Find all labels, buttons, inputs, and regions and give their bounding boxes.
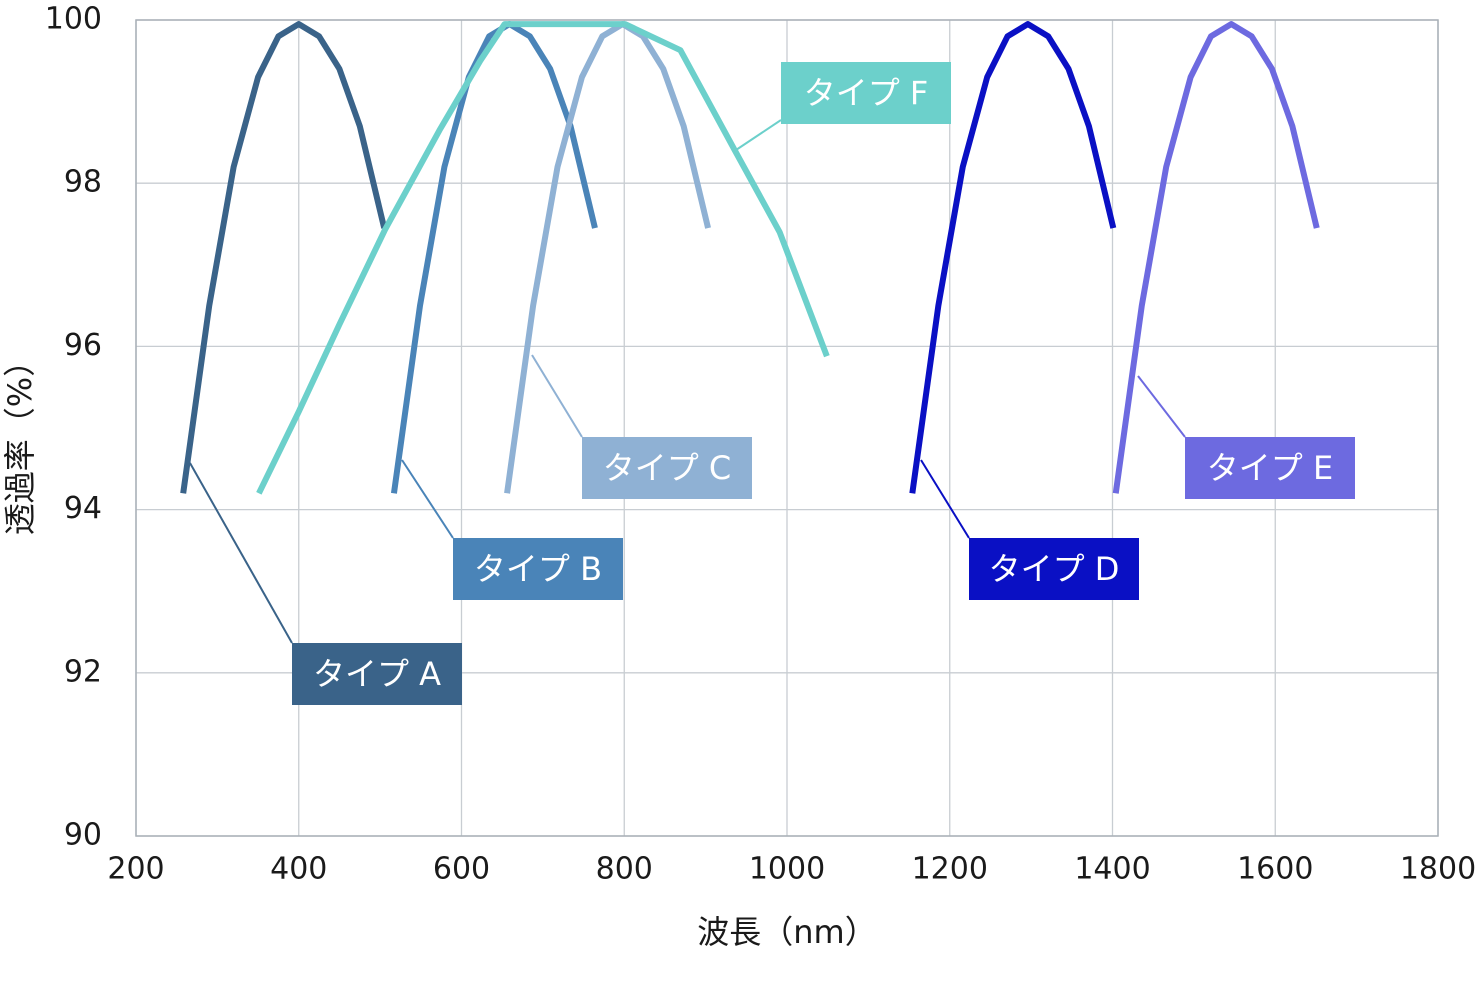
x-tick-label: 1400 — [1074, 852, 1150, 887]
y-tick-label: 96 — [64, 328, 102, 363]
x-tick-label: 1800 — [1400, 852, 1476, 887]
series-label: タイプ C — [603, 449, 732, 487]
plot-border — [135, 19, 1439, 837]
leader-line — [531, 354, 583, 438]
leader-line — [1137, 375, 1186, 438]
label-box — [582, 437, 752, 499]
leader-line — [189, 462, 293, 644]
series-label: タイプ E — [1207, 449, 1333, 487]
series-label: タイプ B — [474, 550, 602, 588]
label-box — [292, 643, 462, 705]
x-tick-label: 1600 — [1237, 852, 1313, 887]
series-line — [504, 21, 711, 494]
label-box — [453, 538, 623, 600]
y-axis-label: 透過率（%） — [1, 345, 39, 535]
x-tick-label: 1000 — [749, 852, 825, 887]
series-line — [256, 21, 830, 495]
series-line — [1112, 21, 1320, 494]
label-box — [1185, 437, 1355, 499]
leader-line — [401, 459, 454, 539]
series-label: タイプ F — [804, 74, 929, 112]
leader-line — [920, 459, 970, 539]
x-tick-label: 800 — [596, 852, 653, 887]
y-tick-label: 98 — [64, 165, 102, 200]
x-tick-label: 400 — [270, 852, 327, 887]
series-label: タイプ A — [313, 655, 441, 693]
x-tick-label: 200 — [107, 852, 164, 887]
series-line — [909, 21, 1117, 494]
label-box — [969, 538, 1139, 600]
y-tick-label: 92 — [64, 654, 102, 689]
y-tick-label: 94 — [64, 491, 102, 526]
x-tick-label: 600 — [433, 852, 490, 887]
series-line — [180, 21, 388, 494]
series-line — [390, 21, 598, 494]
x-tick-label: 1200 — [912, 852, 988, 887]
y-tick-label: 100 — [45, 2, 102, 37]
y-tick-label: 90 — [64, 818, 102, 853]
series-label: タイプ D — [989, 550, 1120, 588]
leader-line — [735, 119, 782, 151]
label-box — [781, 62, 951, 124]
x-axis-label: 波長（nm） — [697, 913, 876, 951]
